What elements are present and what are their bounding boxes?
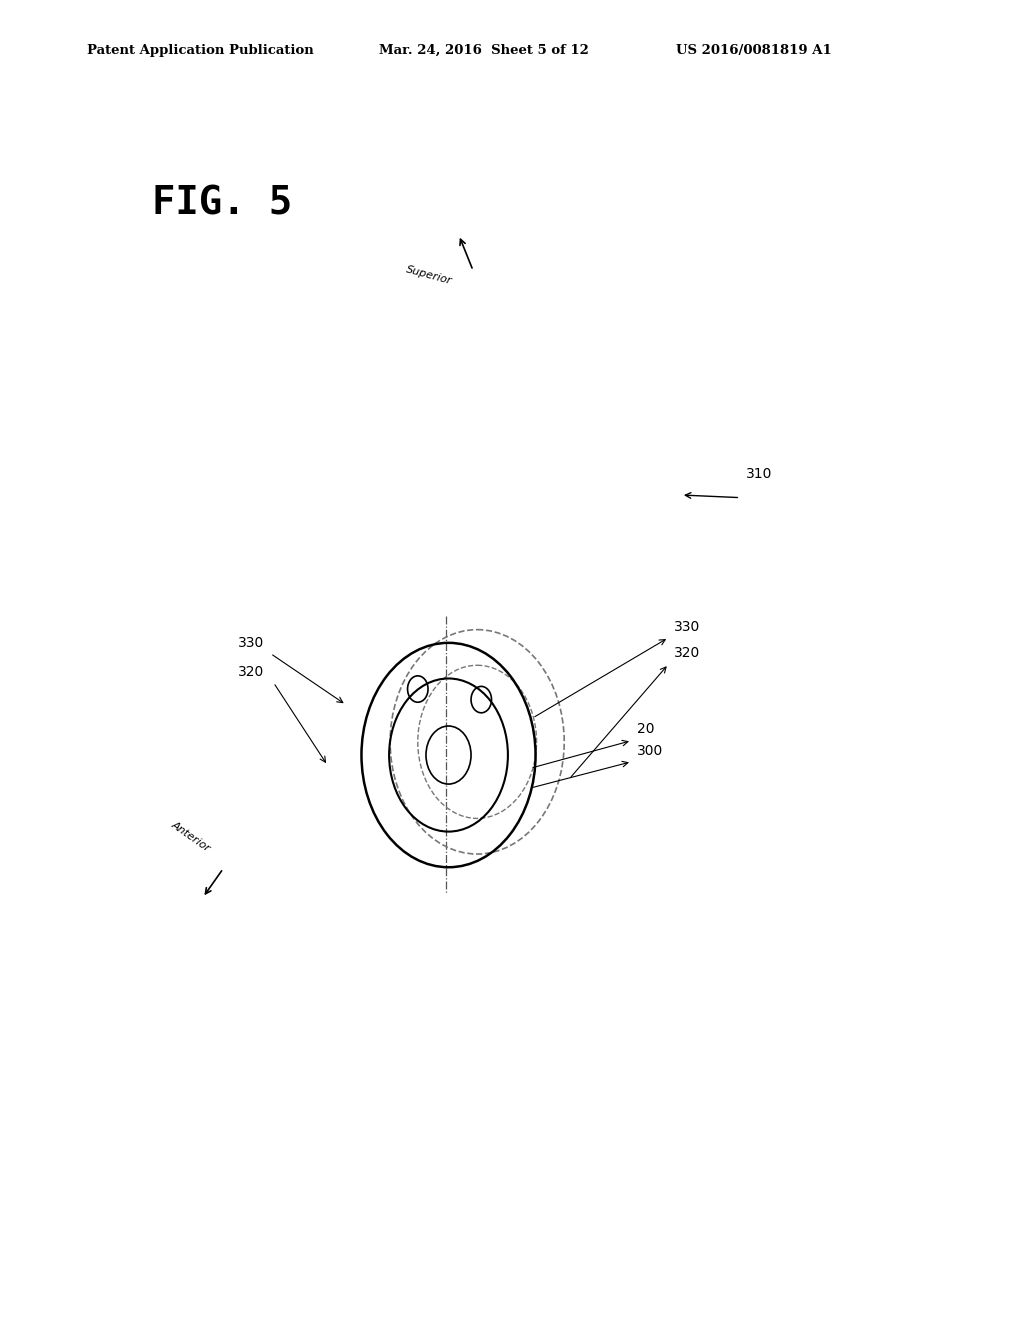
- Text: 320: 320: [674, 647, 700, 660]
- Text: 330: 330: [238, 636, 264, 649]
- Text: 310: 310: [745, 467, 772, 480]
- Text: 300: 300: [637, 744, 664, 758]
- Text: US 2016/0081819 A1: US 2016/0081819 A1: [676, 44, 831, 57]
- Text: Anterior: Anterior: [169, 820, 212, 854]
- Text: Patent Application Publication: Patent Application Publication: [87, 44, 313, 57]
- Text: 20: 20: [637, 722, 654, 735]
- Text: 330: 330: [674, 620, 700, 634]
- Text: Superior: Superior: [404, 264, 453, 286]
- Text: 320: 320: [238, 665, 264, 678]
- Text: Mar. 24, 2016  Sheet 5 of 12: Mar. 24, 2016 Sheet 5 of 12: [379, 44, 589, 57]
- Text: FIG. 5: FIG. 5: [152, 185, 292, 223]
